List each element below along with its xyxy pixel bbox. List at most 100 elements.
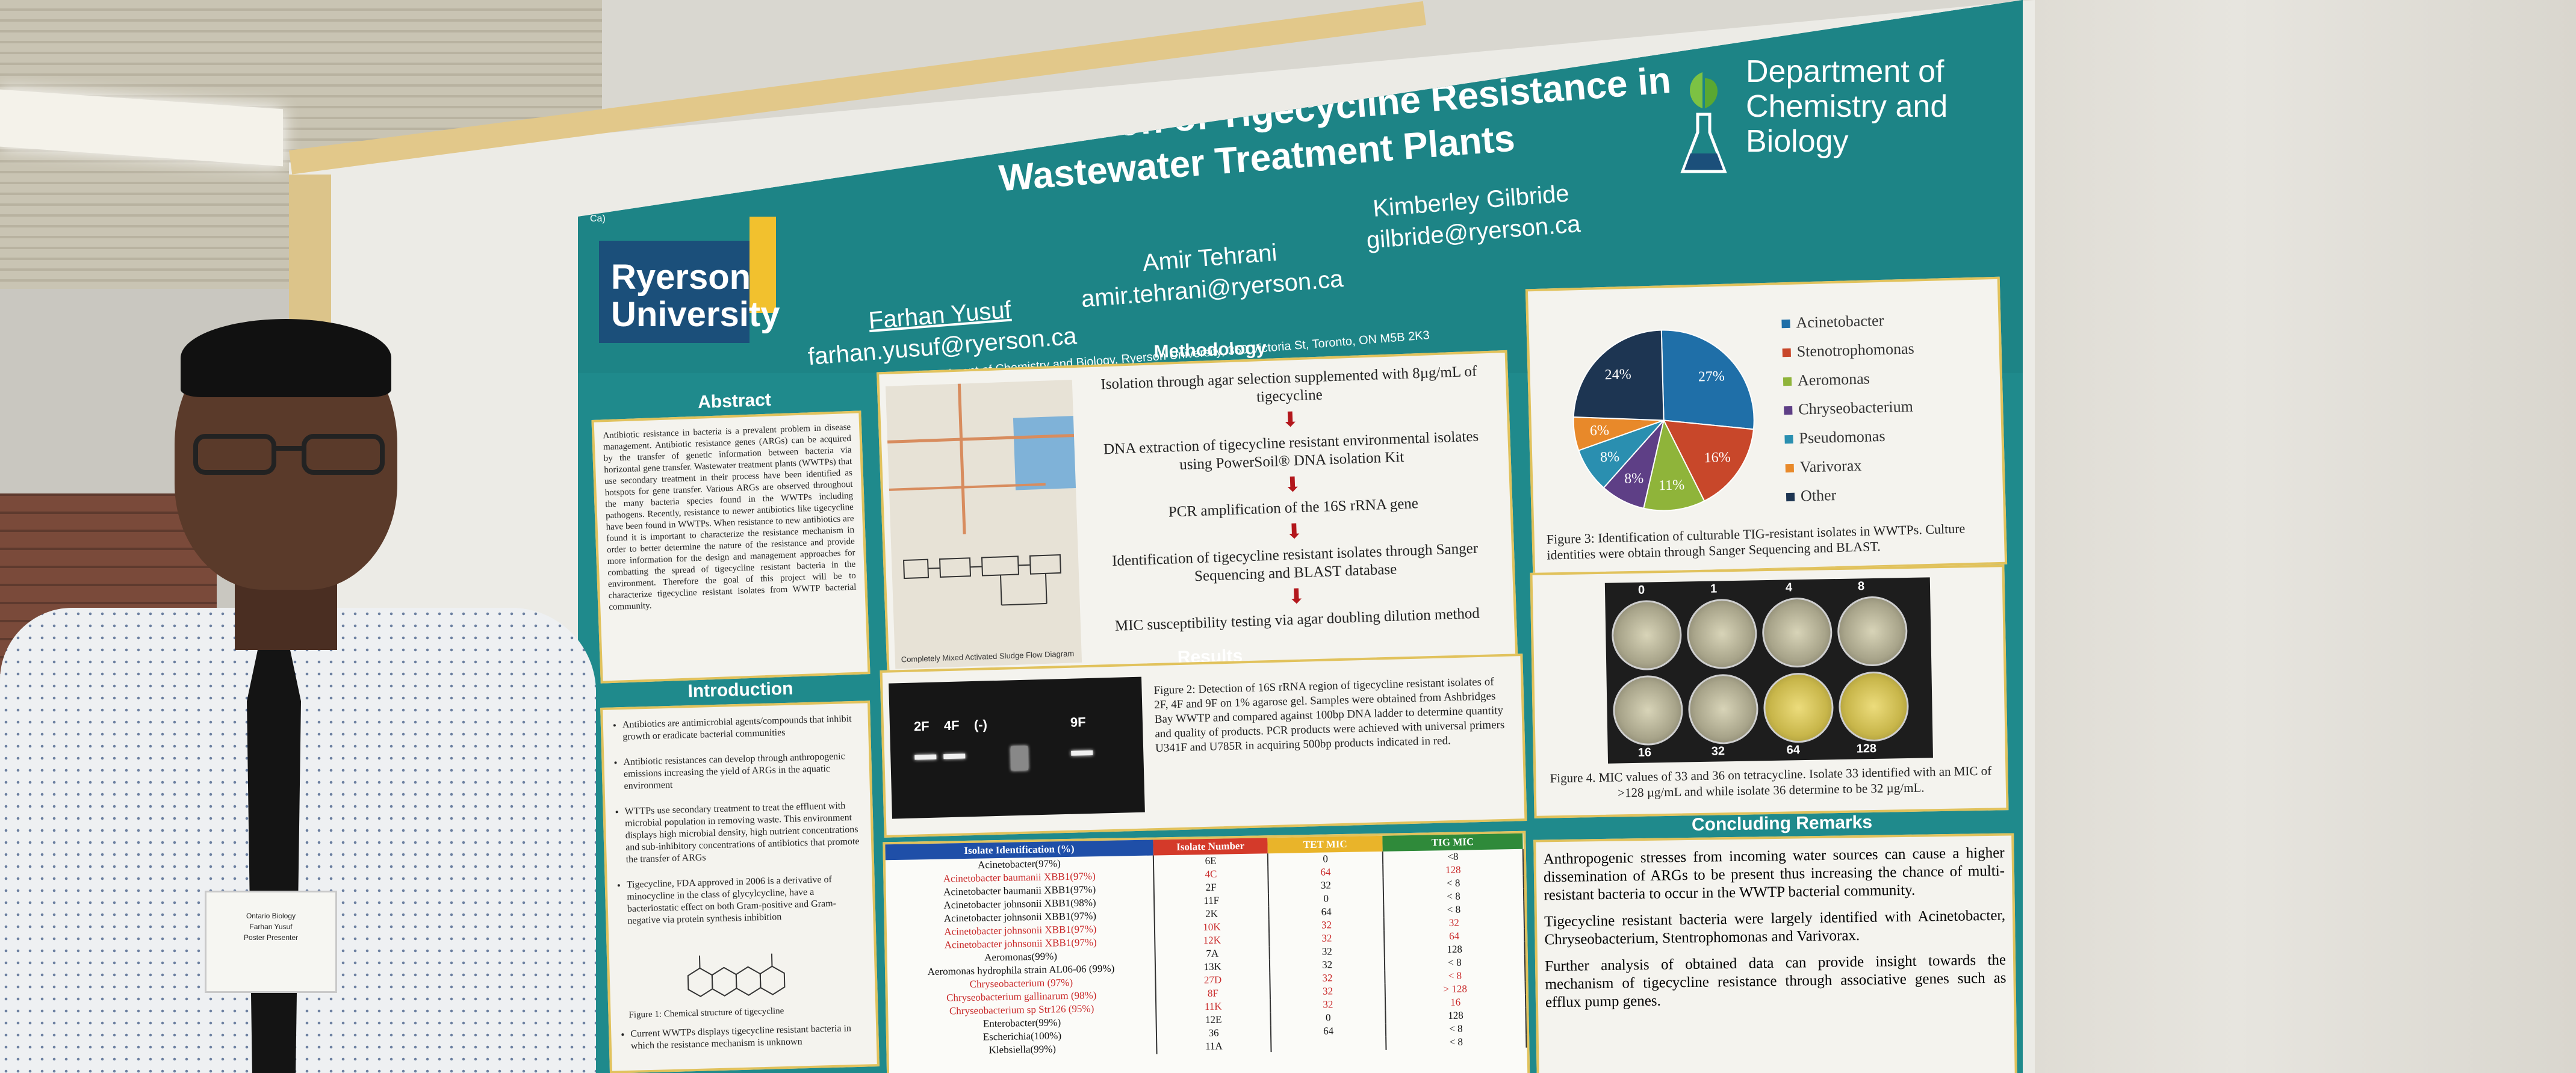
gel-band: [943, 753, 966, 759]
col-tig-mic: TIG MIC: [1382, 833, 1523, 852]
plate-label: 8: [1857, 580, 1865, 593]
gel-label-4f: 4F: [943, 717, 960, 734]
introduction-list: Antibiotics are antimicrobial agents/com…: [610, 713, 866, 928]
logo-line-1: Ryerson: [611, 258, 751, 297]
col-tet-mic: TET MIC: [1267, 835, 1383, 854]
agar-plate: [1686, 598, 1758, 670]
conclusion-paragraph-2: Tigecycline resistant bacteria were larg…: [1544, 907, 2006, 948]
gel-band: [914, 754, 937, 760]
pie-slice-stenotrophomonas: [1662, 419, 1755, 502]
plate-label: 0: [1637, 583, 1645, 597]
mic-table: Isolate Identification (%) Isolate Numbe…: [885, 833, 1527, 1059]
conclusion-paragraph-1: Anthropogenic stresses from incoming wat…: [1543, 844, 2005, 904]
badge-line-3: Poster Presenter: [243, 933, 299, 942]
legend-label: Chryseobacterium: [1798, 397, 1914, 418]
plate-label: 64: [1786, 743, 1801, 757]
col-isolate-number: Isolate Number: [1153, 838, 1268, 856]
table-body: Acinetobacter(97%) 6E 0 <8 Acinetobacter bau…: [885, 849, 1527, 1059]
pie-label-other: 24%: [1604, 366, 1631, 383]
plate-label: 16: [1637, 746, 1652, 759]
legend-label: Other: [1800, 486, 1837, 505]
legend-entry: Acinetobacter: [1781, 306, 1914, 338]
department-line-3: Biology: [1746, 124, 1849, 159]
legend-label: Varivorax: [1799, 456, 1862, 476]
figure-2-caption: Figure 2: Detection of 16S rRNA region o…: [1153, 675, 1505, 755]
figure-3-caption: Figure 3: Identification of culturable T…: [1546, 521, 1966, 563]
badge-line-1: Ontario Biology: [246, 912, 296, 920]
right-wall: [2011, 0, 2576, 1073]
wwtp-location-map: Completely Mixed Activated Sludge Flow D…: [885, 380, 1082, 669]
pie-label-acinetobacter: 27%: [1698, 368, 1725, 385]
pie-slice-acinetobacter: [1660, 329, 1755, 430]
agarose-gel-image: 2F 4F (-) 9F: [889, 676, 1145, 819]
pie-slice-other: [1572, 329, 1665, 421]
agar-plate: [1687, 673, 1759, 745]
pie-label-stenotrophomonas: 16%: [1704, 450, 1731, 466]
department-line-1: Department of: [1746, 54, 1944, 89]
concluding-panel: Anthropogenic stresses from incoming wat…: [1533, 833, 2017, 1073]
corner-code: Ca): [590, 214, 606, 224]
necktie: [247, 650, 301, 1073]
hair: [181, 319, 391, 397]
legend-swatch: [1784, 406, 1793, 415]
isolate-pie-chart: 27% 16% 11% 8%8% 6% 24%: [1572, 329, 1755, 512]
intro-bullet-3: WTTPs use secondary treatment to treat t…: [624, 800, 864, 866]
figure-1-caption: Figure 1: Chemical structure of tigecycl…: [628, 1006, 784, 1020]
legend-swatch: [1781, 319, 1790, 329]
legend-entry: Aeromonas: [1783, 363, 1915, 396]
tigecycline-structure-image: [687, 953, 786, 997]
pie-label-varivorax: 6%: [1590, 422, 1610, 439]
gel-label-9f: 9F: [1070, 714, 1086, 730]
legend-label: Aeromonas: [1797, 370, 1870, 389]
gel-ladder: [1010, 746, 1028, 771]
intro-bullet-4: Tigecycline, FDA approved in 2006 is a d…: [627, 873, 866, 927]
logo-line-2: University: [611, 295, 780, 334]
map-road-2: [957, 383, 966, 534]
gel-label-neg: (-): [973, 717, 988, 732]
agar-plate: [1838, 670, 1910, 742]
plate-label: 1: [1710, 582, 1718, 596]
neck: [235, 578, 337, 650]
results-panel: 2F 4F (-) 9F Figure 2: Detection of 16S …: [880, 654, 1527, 838]
mic-table-panel: Isolate Identification (%) Isolate Numbe…: [883, 830, 1530, 1073]
introduction-list-end: Current WWTPs displays tigecycline resis…: [618, 1022, 869, 1066]
logo-text: Ryerson University: [611, 259, 780, 333]
legend-label: Pseudomonas: [1799, 427, 1885, 447]
pie-label-aeromonas: 11%: [1659, 477, 1685, 493]
agar-plate: [1763, 672, 1834, 744]
plate-label: 4: [1785, 581, 1793, 595]
intro-bullet-5: Current WWTPs displays tigecycline resis…: [630, 1022, 869, 1052]
legend-entry: Pseudomonas: [1784, 421, 1917, 453]
flask-icon: [1680, 72, 1727, 173]
gel-band: [1071, 750, 1093, 756]
figure-4-caption: Figure 4. MIC values of 33 and 36 on tet…: [1550, 763, 1992, 800]
legend-entry: Stenotrophomonas: [1782, 335, 1914, 367]
legend-swatch: [1784, 434, 1793, 444]
plate-label: 32: [1711, 744, 1725, 758]
table-cell-tet: [1271, 1036, 1386, 1053]
abstract-text: Antibiotic resistance in bacteria is a p…: [603, 422, 857, 613]
intro-bullet-2: Antibiotic resistances can develop throu…: [623, 750, 862, 793]
badge-line-2: Farhan Yusuf: [249, 923, 293, 931]
legend-entry: Other: [1786, 478, 1918, 511]
pie-label-chryseobacterium: 8%: [1624, 471, 1644, 487]
agar-plate: [1611, 599, 1683, 671]
department-line-2: Chemistry and: [1746, 89, 1948, 124]
agar-plate: [1761, 597, 1833, 669]
pie-label-pseudomonas: 8%: [1600, 449, 1620, 465]
legend-label: Stenotrophomonas: [1796, 339, 1915, 360]
methodology-panel: Completely Mixed Activated Sludge Flow D…: [877, 350, 1518, 690]
activated-sludge-flow-diagram: [903, 554, 1061, 606]
legend-swatch: [1786, 492, 1795, 502]
agar-plates-image: 0 1 4 8 16 32 64 128: [1604, 577, 1933, 764]
abstract-panel: Antibiotic resistance in bacteria is a p…: [591, 410, 871, 684]
agar-plate: [1837, 595, 1908, 667]
map-lake: [1013, 416, 1076, 490]
pie-legend: Acinetobacter Stenotrophomonas Aeromonas Ch…: [1781, 306, 1919, 512]
author-3: Kimberley Gilbride gilbride@ryerson.ca: [1363, 177, 1581, 256]
logo-accent-bar: [750, 217, 776, 313]
legend-entry: Varivorax: [1785, 450, 1917, 482]
concluding-heading: Concluding Remarks: [1691, 812, 1873, 835]
presenter-person: Ontario Biology Farhan Yusuf Poster Pres…: [0, 313, 602, 1073]
